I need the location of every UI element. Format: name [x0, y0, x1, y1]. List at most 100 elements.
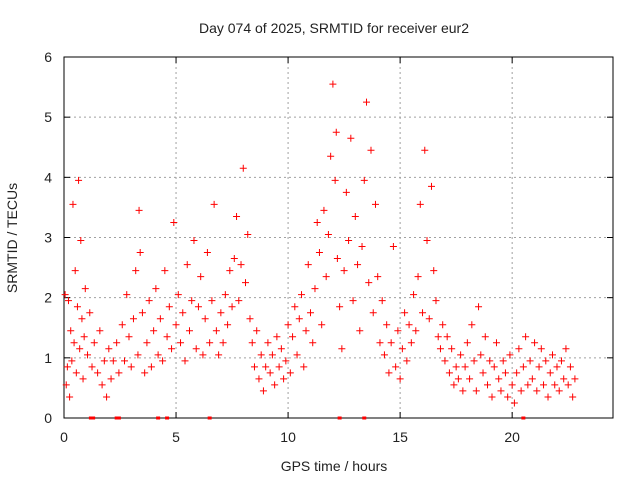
data-point	[248, 339, 256, 347]
data-point	[369, 309, 377, 317]
data-point	[569, 393, 577, 401]
data-point	[333, 255, 341, 263]
data-point	[394, 327, 402, 335]
data-point	[81, 285, 89, 293]
data-point	[163, 333, 171, 341]
data-point	[470, 357, 478, 365]
data-point	[100, 357, 108, 365]
data-point	[374, 273, 382, 281]
data-point	[338, 345, 346, 353]
data-point	[354, 261, 362, 269]
data-point	[135, 206, 143, 214]
data-point	[250, 363, 258, 371]
y-tick-label: 5	[44, 109, 52, 125]
data-point	[423, 237, 431, 245]
data-point	[174, 291, 182, 299]
data-point	[71, 267, 79, 275]
data-point	[188, 297, 196, 305]
data-point	[152, 285, 160, 293]
x-tick-label: 20	[504, 429, 520, 445]
data-point	[113, 339, 121, 347]
data-point	[242, 279, 250, 287]
data-point	[177, 339, 185, 347]
data-point	[68, 357, 76, 365]
data-point	[255, 375, 263, 383]
data-point	[94, 369, 102, 377]
data-point	[132, 267, 140, 275]
data-point	[168, 345, 176, 353]
data-point	[246, 315, 254, 323]
data-point	[143, 339, 151, 347]
data-point	[253, 327, 261, 335]
data-point	[277, 345, 285, 353]
data-point	[217, 309, 225, 317]
data-point	[430, 267, 438, 275]
data-point	[398, 345, 406, 353]
data-point	[501, 369, 509, 377]
y-tick-labels: 0 1 2 3 4 5 6	[44, 49, 52, 426]
data-point	[154, 351, 162, 359]
x-tick-label: 5	[172, 429, 180, 445]
data-point	[70, 339, 78, 347]
y-tick-label: 2	[44, 290, 52, 306]
data-point	[219, 339, 227, 347]
data-point	[490, 363, 498, 371]
data-point	[172, 321, 180, 329]
chart-title: Day 074 of 2025, SRMTID for receiver eur…	[199, 20, 469, 36]
data-point	[212, 327, 220, 335]
data-point	[194, 303, 202, 311]
y-tick-label: 0	[44, 410, 52, 426]
data-point	[192, 345, 200, 353]
data-point	[138, 309, 146, 317]
data-point	[463, 339, 471, 347]
y-tick-label: 4	[44, 169, 52, 185]
data-point	[320, 206, 328, 214]
data-point	[72, 369, 80, 377]
data-point	[526, 357, 534, 365]
data-point	[522, 333, 530, 341]
data-point	[387, 339, 395, 347]
data-point	[479, 369, 487, 377]
data-point	[405, 321, 413, 329]
data-point	[331, 176, 339, 184]
data-point	[535, 363, 543, 371]
data-point	[300, 363, 308, 371]
data-point	[441, 357, 449, 365]
y-axis-label: SRMTID / TECUs	[4, 183, 20, 293]
data-point	[244, 230, 252, 238]
data-point	[313, 218, 321, 226]
data-point	[571, 375, 579, 383]
data-point	[419, 309, 427, 317]
data-point	[544, 393, 552, 401]
data-point	[86, 309, 94, 317]
data-point	[235, 297, 243, 305]
data-point	[432, 297, 440, 305]
data-point	[517, 387, 525, 395]
data-point	[414, 273, 422, 281]
data-point	[75, 176, 83, 184]
y-tick-label: 6	[44, 49, 52, 65]
data-point	[508, 381, 516, 389]
data-point	[475, 303, 483, 311]
data-point	[349, 297, 357, 305]
x-tick-label: 0	[60, 429, 68, 445]
data-point	[103, 393, 111, 401]
data-point	[266, 369, 274, 377]
data-point	[159, 357, 167, 365]
data-point	[358, 243, 366, 251]
data-point	[311, 285, 319, 293]
data-point	[497, 387, 505, 395]
data-point	[73, 303, 81, 311]
data-point	[293, 351, 301, 359]
data-point	[286, 369, 294, 377]
data-point	[421, 146, 429, 154]
data-point	[289, 333, 297, 341]
data-point	[378, 297, 386, 305]
data-point	[410, 291, 418, 299]
data-point	[306, 309, 314, 317]
data-point	[506, 351, 514, 359]
data-point	[356, 327, 364, 335]
data-point	[557, 357, 565, 365]
data-point	[197, 273, 205, 281]
data-point	[481, 333, 489, 341]
